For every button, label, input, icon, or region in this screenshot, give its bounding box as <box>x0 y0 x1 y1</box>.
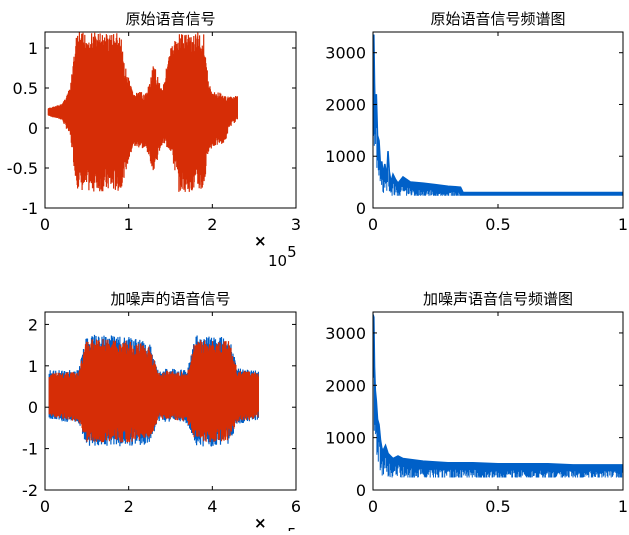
x-tick-label: 2 <box>124 497 134 516</box>
axes-box <box>44 311 297 491</box>
series-1 <box>373 314 623 478</box>
x-exponent-label: ×105 <box>254 514 297 531</box>
y-tick-label: 0.5 <box>13 79 38 98</box>
y-tick-label: 0 <box>28 119 38 138</box>
subplot-1: 0 1 2 3 -1 -0.5 0 0.5 1 原始语音信号 ×105 <box>7 10 301 270</box>
x-tick-label: 0 <box>368 215 378 234</box>
x-exponent-label: ×105 <box>254 232 297 270</box>
series-1-line <box>373 314 623 466</box>
y-tick-label: 1 <box>28 357 38 376</box>
x-tick-label: 0.5 <box>485 215 510 234</box>
y-tick-label: 2000 <box>325 376 366 395</box>
x-tick-label: 1 <box>124 215 134 234</box>
x-tick-label: 1 <box>618 215 628 234</box>
subplot-title: 原始语音信号频谱图 <box>430 10 565 28</box>
series-1-trace <box>47 32 238 192</box>
y-tick-label: -0.5 <box>7 159 38 178</box>
y-tick-label: 1 <box>28 39 38 58</box>
exponent-power: 5 <box>287 243 297 261</box>
y-tick-label: 3000 <box>325 324 366 343</box>
x-tick-label: 0 <box>368 497 378 516</box>
x-tick-label: 0 <box>40 497 50 516</box>
series-1 <box>373 34 623 196</box>
exponent-power: 5 <box>287 525 297 531</box>
y-tick-label: 1000 <box>325 429 366 448</box>
x-tick-label: 2 <box>207 215 217 234</box>
subplot-title: 加噪声语音信号频谱图 <box>423 290 573 308</box>
y-tick-label: 0 <box>28 398 38 417</box>
x-tick-label: 4 <box>207 497 217 516</box>
exponent-times: × <box>254 514 267 531</box>
subplot-title: 原始语音信号 <box>125 10 215 28</box>
subplot-2: 0 0.5 1 0 1000 2000 3000 原始语音信号频谱图 <box>325 10 628 234</box>
series-2 <box>48 339 259 443</box>
x-tick-label: 6 <box>291 497 301 516</box>
y-tick-label: 0 <box>356 199 366 218</box>
subplot-title: 加噪声的语音信号 <box>110 290 230 308</box>
series-1-spikes <box>373 34 623 196</box>
y-tick-label: -1 <box>22 199 38 218</box>
x-tick-label: 0.5 <box>485 497 510 516</box>
series-1-spikes <box>373 314 623 478</box>
y-tick-label: -2 <box>22 481 38 500</box>
x-tick-label: 0 <box>40 215 50 234</box>
y-tick-label: 3000 <box>325 44 366 63</box>
series-1-line <box>373 34 623 194</box>
y-tick-label: 2 <box>28 315 38 334</box>
y-tick-label: 0 <box>356 481 366 500</box>
series-1 <box>47 32 238 192</box>
x-tick-label: 3 <box>291 215 301 234</box>
subplot-3: 0 2 4 6 -2 -1 0 1 2 加噪声的语音信号 ×105 <box>22 290 301 535</box>
subplot-4: 0 0.5 1 0 1000 2000 3000 加噪声语音信号频谱图 <box>325 290 628 516</box>
x-tick-label: 1 <box>618 497 628 516</box>
series-2-trace <box>48 339 259 443</box>
y-tick-label: 2000 <box>325 95 366 114</box>
exponent-base: 10 <box>268 252 287 270</box>
exponent-times: × <box>254 232 267 250</box>
axes-box <box>44 31 297 209</box>
y-tick-label: -1 <box>22 440 38 459</box>
y-tick-label: 1000 <box>325 147 366 166</box>
